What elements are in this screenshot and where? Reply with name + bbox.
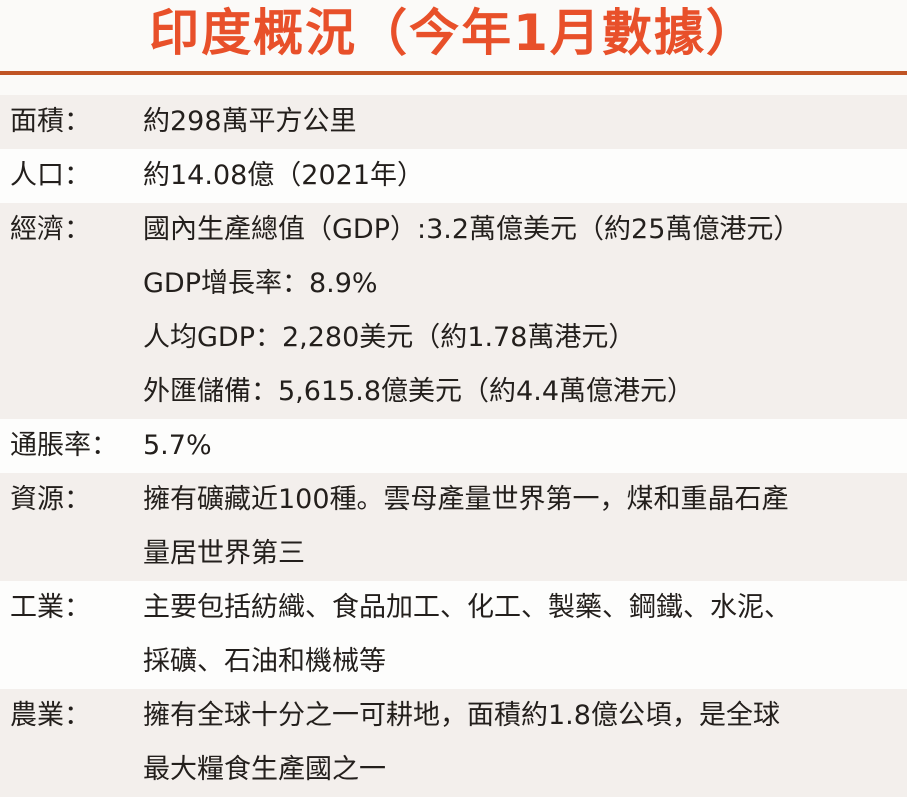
row-agriculture: 農業： 擁有全球十分之一可耕地，面積約1.8億公頃，是全球 最大糧食生產國之一	[0, 689, 907, 797]
row-population: 人口： 約14.08億（2021年）	[0, 149, 907, 203]
row-value: 採礦、石油和機械等	[143, 646, 386, 677]
title-divider	[0, 71, 907, 75]
page-title: 印度概況（今年1月數據）	[149, 4, 758, 62]
row-economy: 經濟： 國內生產總值（GDP）:3.2萬億美元（約25萬億港元） GDP增長率：…	[0, 203, 907, 419]
row-value: 5.7%	[143, 430, 212, 461]
row-value: GDP增長率：8.9%	[143, 268, 378, 299]
row-value: 國內生產總值（GDP）:3.2萬億美元（約25萬億港元）	[143, 214, 801, 245]
row-value: 擁有礦藏近100種。雲母產量世界第一，煤和重晶石產	[143, 484, 789, 515]
row-value: 約14.08億（2021年）	[143, 160, 425, 191]
row-label: 資源：	[10, 484, 91, 515]
row-value: 外匯儲備：5,615.8億美元（約4.4萬億港元）	[143, 376, 694, 407]
row-label: 通脹率：	[10, 430, 118, 461]
row-value: 量居世界第三	[143, 538, 305, 569]
row-value: 約298萬平方公里	[143, 106, 357, 137]
row-label: 工業：	[10, 592, 91, 623]
row-label: 面積：	[10, 106, 91, 137]
row-resources: 資源： 擁有礦藏近100種。雲母產量世界第一，煤和重晶石產 量居世界第三	[0, 473, 907, 581]
row-value: 擁有全球十分之一可耕地，面積約1.8億公頃，是全球	[143, 700, 780, 731]
row-value: 最大糧食生產國之一	[143, 754, 386, 785]
row-label: 人口：	[10, 160, 91, 191]
fact-table: 面積： 約298萬平方公里 人口： 約14.08億（2021年） 經濟： 國內生…	[0, 95, 907, 797]
row-label: 經濟：	[10, 214, 91, 245]
row-inflation: 通脹率： 5.7%	[0, 419, 907, 473]
row-value: 人均GDP：2,280美元（約1.78萬港元）	[143, 322, 636, 353]
row-area: 面積： 約298萬平方公里	[0, 95, 907, 149]
row-industry: 工業： 主要包括紡織、食品加工、化工、製藥、鋼鐵、水泥、 採礦、石油和機械等	[0, 581, 907, 689]
row-value: 主要包括紡織、食品加工、化工、製藥、鋼鐵、水泥、	[143, 592, 791, 623]
row-label: 農業：	[10, 700, 91, 731]
